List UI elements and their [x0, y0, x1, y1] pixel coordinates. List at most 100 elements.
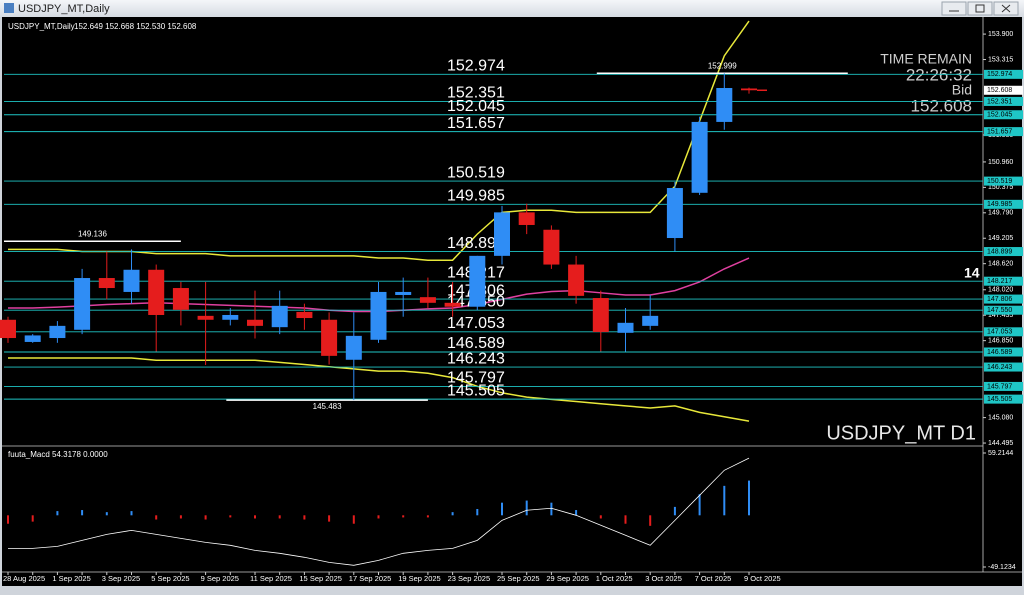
candle-body [345, 335, 362, 360]
candle-body [296, 311, 313, 319]
y-tick-label: 149.205 [988, 235, 1013, 242]
histogram-bar [402, 515, 405, 518]
level-tag [984, 294, 1023, 304]
level-tag-label: 146.243 [987, 364, 1012, 371]
indicator-title: fuuta_Macd 54.3178 0.0000 [8, 450, 108, 459]
y-tick-label: 145.080 [988, 414, 1013, 421]
level-label: 152.045 [447, 98, 505, 115]
level-tag-label: 152.974 [987, 71, 1012, 78]
histogram-bar [673, 506, 676, 516]
candle-body [395, 291, 412, 295]
minimize-button[interactable] [941, 1, 967, 16]
histogram-bar [7, 515, 9, 524]
candle-body [222, 314, 239, 320]
histogram-bar [525, 500, 528, 516]
candle-body [617, 322, 634, 333]
x-tick-label: 3 Oct 2025 [645, 574, 682, 583]
level-label: 145.797 [447, 370, 505, 387]
x-tick-label: 9 Sep 2025 [201, 574, 239, 583]
level-label: 145.505 [447, 382, 505, 399]
level-tag-label: 152.351 [987, 98, 1012, 105]
time-remain-label: TIME REMAIN [880, 51, 972, 67]
candle-body [24, 335, 41, 342]
candle-body [543, 229, 560, 265]
level-tag-label: 147.053 [987, 329, 1012, 336]
y-tick-label: 148.020 [988, 287, 1013, 294]
x-tick-label: 28 Aug 2025 [3, 574, 45, 583]
candle-body [592, 298, 609, 332]
window-title: USDJPY_MT,Daily [18, 3, 110, 15]
candle-body [271, 305, 288, 328]
level-tag [984, 199, 1023, 209]
candle-body [370, 291, 387, 340]
level-tag-label: 146.589 [987, 349, 1012, 356]
x-tick-label: 7 Oct 2025 [695, 574, 732, 583]
chart-area [2, 17, 1022, 586]
y-tick-label: 148.620 [988, 261, 1013, 268]
histogram-bar [624, 515, 627, 524]
candle-body [172, 288, 189, 310]
histogram-bar [476, 508, 479, 516]
level-tag-label: 151.657 [987, 128, 1012, 135]
level-tag [984, 327, 1023, 337]
y-tick-label: 149.790 [988, 210, 1013, 217]
level-tag [984, 305, 1023, 315]
histogram-bar [204, 515, 207, 520]
level-label: 151.657 [447, 115, 505, 132]
level-tag [984, 69, 1023, 79]
histogram-bar [31, 515, 34, 522]
level-tag-label: 148.217 [987, 278, 1012, 285]
level-tag [984, 96, 1023, 106]
histogram-bar [179, 515, 182, 519]
y-tick-label: 153.315 [988, 56, 1013, 63]
bid-value: 152.608 [911, 96, 972, 115]
candle-body [494, 212, 510, 256]
candle-body [321, 319, 338, 356]
bid-tag-label: 152.608 [987, 87, 1012, 94]
restore-button[interactable] [967, 1, 993, 16]
indicator-line [8, 357, 750, 422]
y-tick-label: 150.375 [988, 184, 1013, 191]
macd-line [8, 457, 750, 566]
level-label: 147.053 [447, 315, 505, 332]
candle-body [247, 319, 263, 326]
level-label: 152.974 [447, 58, 505, 75]
level-label: 148.899 [447, 235, 505, 252]
x-tick-label: 15 Sep 2025 [299, 574, 342, 583]
bid-label: Bid [952, 82, 972, 98]
level-tag-label: 147.806 [987, 296, 1012, 303]
chart-symbol: USDJPY_MT,Daily [8, 22, 75, 31]
candle-body [716, 88, 733, 122]
histogram-bar [81, 510, 84, 516]
x-tick-label: 11 Sep 2025 [250, 574, 292, 583]
extreme-label: 149.136 [78, 229, 107, 238]
level-label: 149.985 [447, 188, 505, 205]
histogram-bar [254, 515, 256, 519]
level-tag-label: 148.899 [987, 248, 1012, 255]
histogram-bar [56, 511, 59, 516]
histogram-bar [130, 511, 133, 516]
time-remain: 22:26:32 [906, 65, 972, 84]
level-label: 146.243 [447, 350, 505, 367]
level-tag [984, 347, 1023, 357]
extreme-label: 145.483 [313, 402, 342, 411]
candle-body [49, 325, 66, 339]
x-tick-label: 1 Sep 2025 [52, 574, 90, 583]
level-tag-label: 150.519 [987, 178, 1012, 185]
level-tag [984, 276, 1023, 286]
level-tag [984, 247, 1023, 257]
candle-body [0, 319, 16, 339]
x-tick-label: 9 Oct 2025 [744, 574, 781, 583]
level-tag-label: 149.985 [987, 201, 1012, 208]
level-tag-label: 145.505 [987, 396, 1012, 403]
histogram-bar [550, 502, 553, 516]
candle-body [666, 188, 683, 239]
histogram-bar [451, 512, 454, 516]
histogram-bar [303, 515, 306, 520]
window-buttons[interactable] [941, 1, 1019, 16]
candle-body [197, 315, 214, 320]
x-tick-label: 1 Oct 2025 [596, 574, 633, 583]
y-tick-label: 153.900 [988, 31, 1013, 38]
extreme-label: 152.999 [708, 61, 737, 70]
